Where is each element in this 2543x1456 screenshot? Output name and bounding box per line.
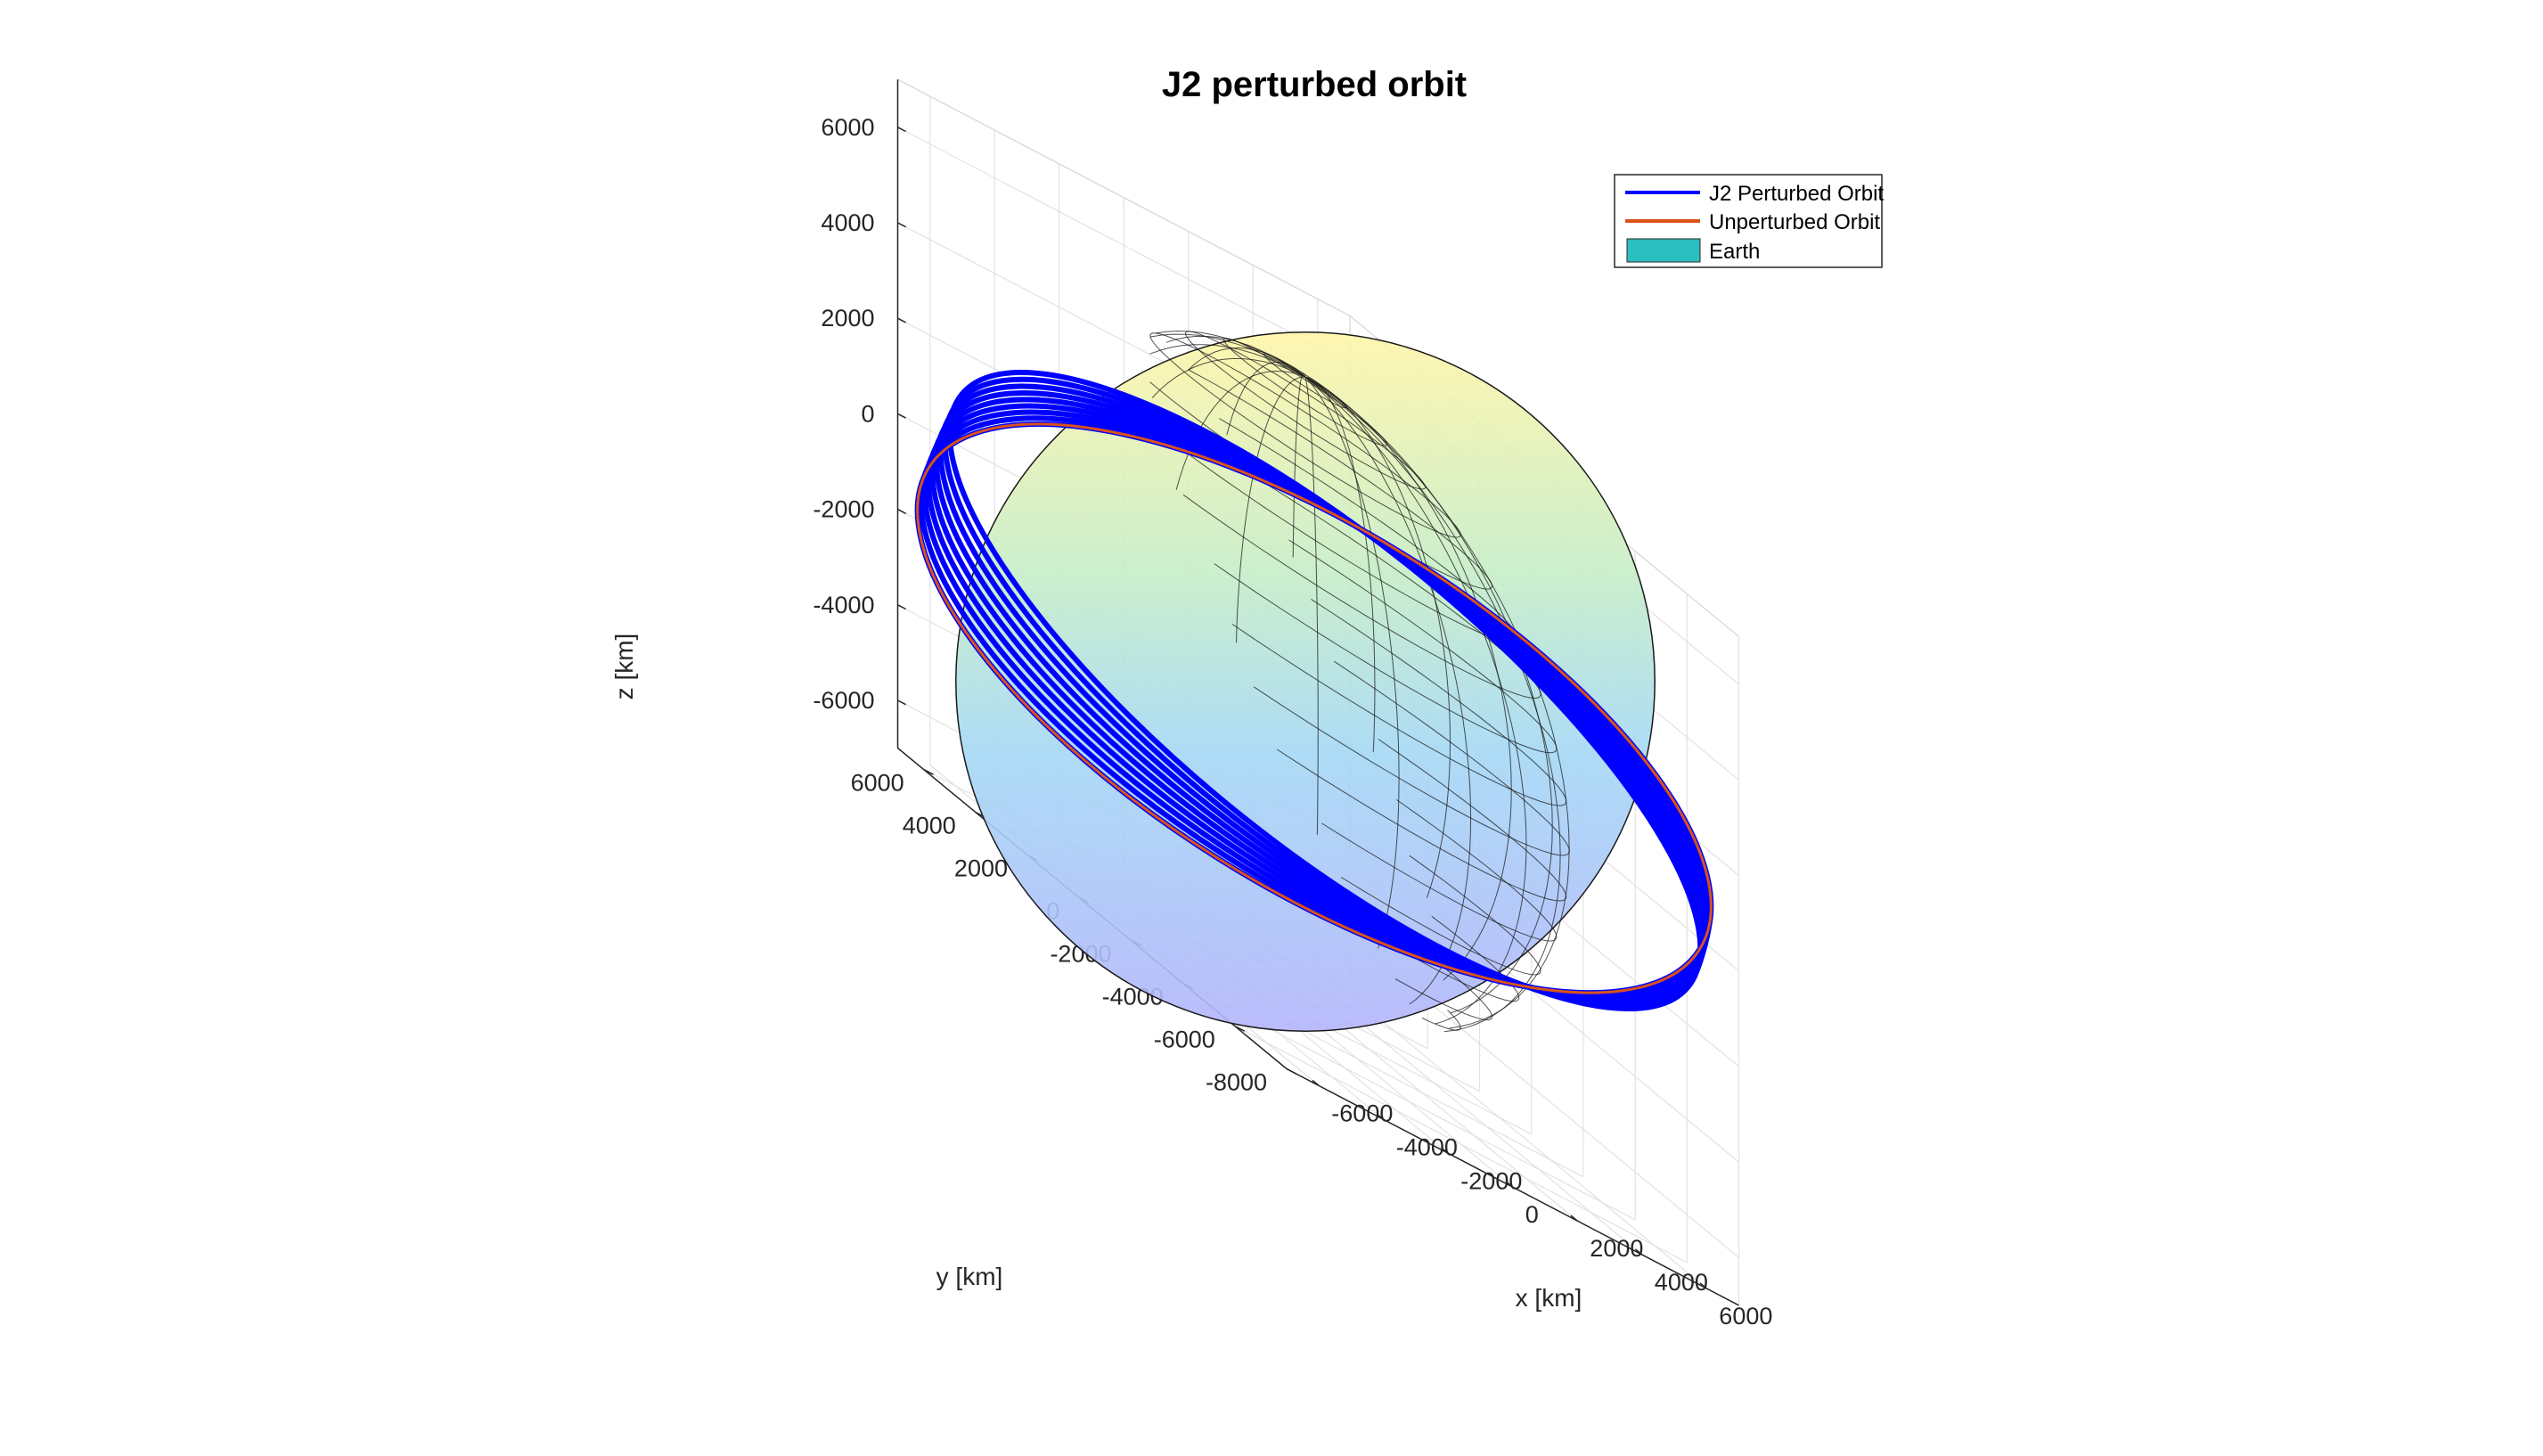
z-tick (897, 413, 906, 419)
z-tick-label: 0 (861, 400, 874, 427)
z-tick-label: 4000 (821, 209, 874, 236)
legend-label-earth: Earth (1709, 240, 1760, 264)
x-tick (1635, 1248, 1643, 1256)
axes: -6000-4000-20000200040006000-8000-6000-4… (813, 79, 1772, 1329)
legend-swatch-earth (1626, 238, 1701, 263)
z-tick (897, 222, 906, 228)
x-tick-label: 0 (1525, 1201, 1539, 1228)
x-tick-label: -6000 (1331, 1100, 1393, 1127)
earth-mesh-line (1151, 358, 1306, 398)
y-tick-label: -6000 (1154, 1027, 1215, 1053)
earth-mesh-line (1304, 376, 1472, 1005)
earth-mesh-line (1340, 855, 1541, 976)
z-tick-label: 6000 (821, 114, 874, 141)
legend-label-j2: J2 Perturbed Orbit (1709, 182, 1884, 206)
y-tick-label: 2000 (954, 855, 1008, 882)
earth-mesh-line (1276, 739, 1567, 902)
earth-sphere (955, 330, 1656, 1033)
earth-mesh-line (1304, 376, 1553, 1014)
y-tick (923, 768, 934, 775)
earth-mesh-line (1321, 798, 1558, 942)
x-tick-label: 2000 (1590, 1235, 1643, 1262)
earth-fill (955, 331, 1656, 1032)
earth-mesh-line (1304, 376, 1400, 949)
z-tick (897, 317, 906, 323)
x-tick (1506, 1181, 1514, 1188)
earth-mesh-line (1421, 1010, 1461, 1031)
earth-mesh-line (1304, 376, 1319, 835)
earth-mesh-line (1214, 539, 1558, 754)
x-axis-label: x [km] (1516, 1284, 1582, 1312)
unperturbed-orbit (916, 422, 1713, 994)
earth-mesh-line (1304, 376, 1561, 1033)
z-tick-label: -6000 (813, 687, 874, 714)
x-tick (1699, 1282, 1707, 1289)
z-axis-label: z [km] (610, 634, 638, 700)
z-tick-label: -4000 (813, 592, 874, 618)
earth-mesh-line (1155, 330, 1306, 378)
x-tick-label: 4000 (1655, 1269, 1708, 1296)
earth-mesh-line (1188, 347, 1306, 378)
z-tick-label: -2000 (813, 496, 874, 523)
earth-mesh-line (1149, 344, 1306, 378)
x-tick-label: -2000 (1460, 1167, 1522, 1194)
x-tick (1312, 1079, 1320, 1087)
x-tick (1377, 1113, 1385, 1120)
z-tick (897, 699, 906, 706)
x-tick (1441, 1147, 1449, 1154)
grid-line (897, 127, 1351, 364)
z-tick (897, 604, 906, 610)
y-tick (1286, 1067, 1297, 1075)
y-tick-label: 4000 (903, 813, 956, 839)
z-tick-label: 2000 (821, 305, 874, 331)
earth-mesh-line (1149, 333, 1306, 378)
grid-line (1234, 1025, 1688, 1264)
j2-orbit-track (946, 369, 1704, 1012)
x-tick (1570, 1215, 1578, 1222)
legend: J2 Perturbed Orbit Unperturbed Orbit Ear… (1614, 174, 1884, 268)
z-tick (897, 127, 906, 133)
x-tick-label: 6000 (1719, 1303, 1772, 1329)
y-axis-label: y [km] (936, 1263, 1003, 1290)
chart-title: J2 perturbed orbit (1162, 65, 1467, 104)
y-tick-label: 6000 (851, 770, 904, 797)
z-tick (897, 508, 906, 514)
y-tick-label: -8000 (1206, 1069, 1267, 1096)
earth-mesh-line (1236, 376, 1306, 643)
x-tick-label: -4000 (1396, 1133, 1458, 1160)
box-edge (897, 78, 1351, 316)
y-tick (1234, 1025, 1246, 1032)
legend-label-unperturbed: Unperturbed Orbit (1709, 210, 1880, 234)
earth-mesh-line (1231, 598, 1567, 806)
orbits (914, 369, 1714, 1012)
